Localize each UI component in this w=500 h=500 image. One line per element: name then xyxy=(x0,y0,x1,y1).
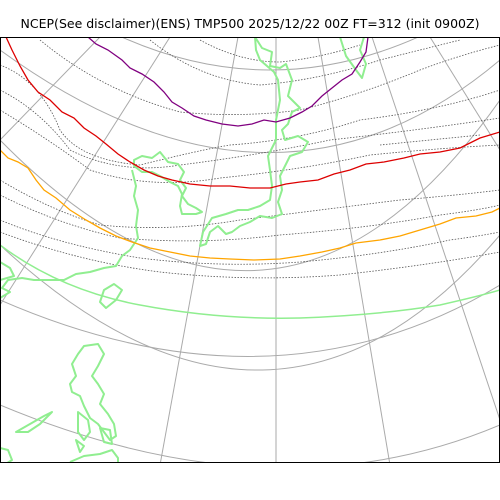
temperature-contours xyxy=(0,39,500,279)
isotherm-orange xyxy=(0,149,500,261)
map-frame xyxy=(0,37,500,463)
coastline xyxy=(0,37,500,463)
map-title: NCEP(See disclaimer)(ENS) TMP500 2025/12… xyxy=(20,16,480,31)
graticule-latitude xyxy=(0,37,500,463)
graticule-longitude xyxy=(0,37,500,463)
isotherm-purple xyxy=(87,37,369,127)
isotherm-red xyxy=(5,37,500,189)
